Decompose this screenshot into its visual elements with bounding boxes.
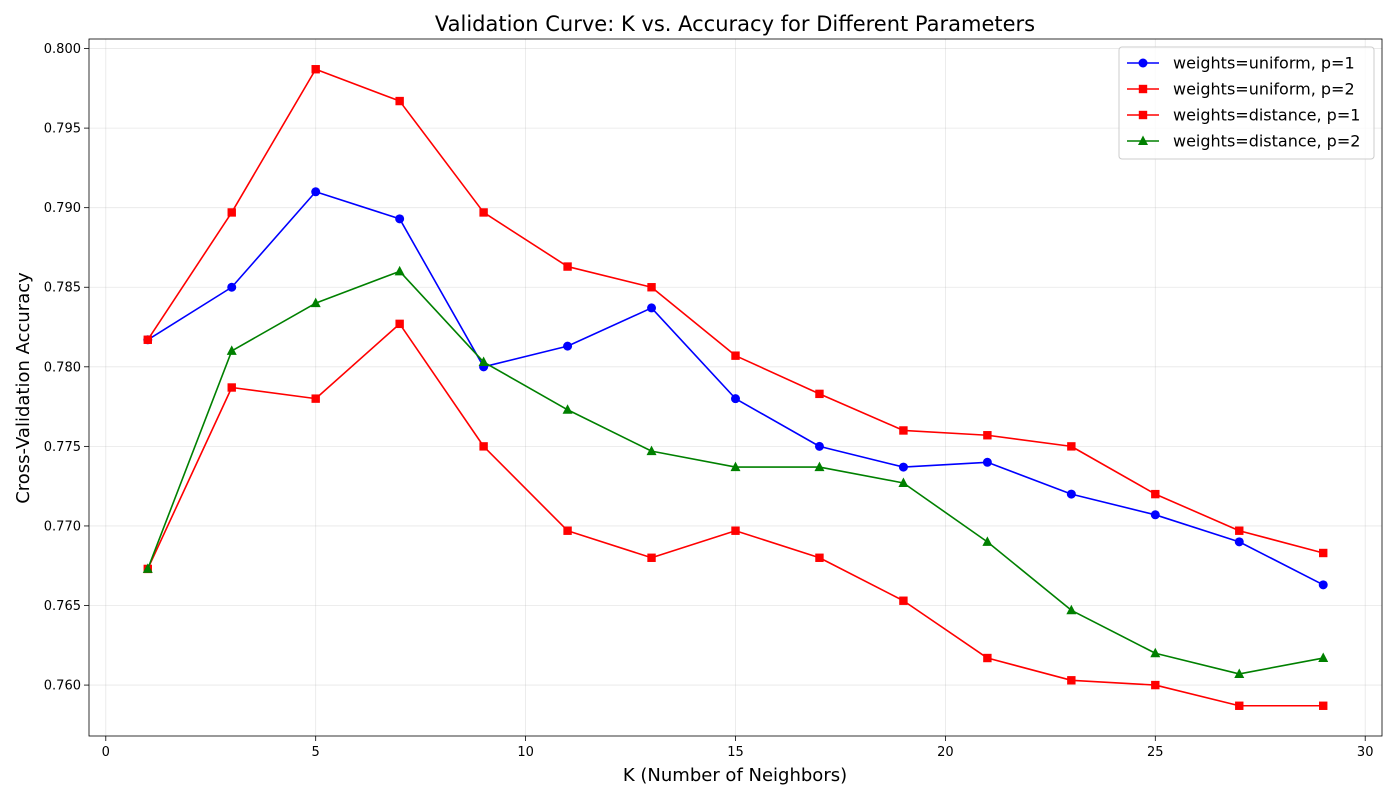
data-point xyxy=(478,356,489,367)
series-4 xyxy=(142,265,1329,678)
x-axis-title: K (Number of Neighbors) xyxy=(623,765,847,786)
data-point xyxy=(143,335,152,344)
data-point xyxy=(1234,668,1245,678)
data-point xyxy=(142,563,153,573)
data-point xyxy=(395,319,404,329)
x-tick-label: 5 xyxy=(312,745,320,760)
data-point xyxy=(982,536,993,546)
legend: weights=uniform, p=1 weights=uniform, p=2… xyxy=(1118,46,1375,160)
series-3 xyxy=(143,319,1328,710)
chart-title: Validation Curve: K vs. Accuracy for Dif… xyxy=(435,12,1035,36)
data-point xyxy=(898,477,909,487)
data-point xyxy=(815,389,824,399)
y-tick-label: 0.770 xyxy=(44,519,81,534)
y-tick-label: 0.765 xyxy=(44,599,81,614)
series-2 xyxy=(143,65,1328,558)
data-point xyxy=(646,445,657,456)
legend-item: weights=uniform, p=1 xyxy=(1127,54,1355,73)
x-tick-label: 30 xyxy=(1357,745,1374,760)
x-tick-label: 25 xyxy=(1147,745,1164,760)
data-point xyxy=(814,461,825,472)
data-point xyxy=(479,208,488,217)
legend-label: weights=uniform, p=2 xyxy=(1173,80,1355,99)
data-point xyxy=(815,553,824,562)
data-point xyxy=(562,404,573,414)
data-point xyxy=(226,345,237,355)
data-point xyxy=(647,303,657,313)
data-point xyxy=(731,394,740,404)
y-tick-label: 0.785 xyxy=(44,281,81,296)
data-point xyxy=(311,187,321,197)
data-point xyxy=(563,341,573,351)
data-point xyxy=(730,461,741,472)
data-point xyxy=(814,441,824,451)
data-point xyxy=(731,351,740,360)
data-point xyxy=(983,653,992,663)
data-point xyxy=(1066,604,1077,615)
data-point xyxy=(1234,537,1244,547)
data-point xyxy=(311,394,320,403)
data-point xyxy=(311,65,320,74)
data-point xyxy=(394,265,405,276)
x-tick-label: 20 xyxy=(937,745,954,760)
legend-item: weights=uniform, p=2 xyxy=(1127,80,1355,99)
data-point xyxy=(982,457,992,467)
x-tick-label: 15 xyxy=(727,745,744,760)
legend-marker xyxy=(1138,135,1148,145)
series-1 xyxy=(143,187,1328,590)
y-tick-label: 0.780 xyxy=(44,360,81,375)
data-point xyxy=(731,526,740,535)
y-tick-label: 0.795 xyxy=(44,122,81,137)
data-point xyxy=(899,596,908,605)
x-axis: 0 5 10 15 20 25 30 xyxy=(102,736,1374,760)
y-tick-label: 0.800 xyxy=(44,42,81,57)
legend-label: weights=distance, p=1 xyxy=(1173,106,1360,125)
series-layer xyxy=(142,65,1329,710)
data-point xyxy=(898,462,908,472)
x-tick-label: 0 xyxy=(102,745,110,760)
data-point xyxy=(563,526,572,535)
data-point xyxy=(899,426,908,435)
data-point xyxy=(227,208,236,217)
data-point xyxy=(647,283,656,292)
data-point xyxy=(1150,647,1161,658)
legend-marker xyxy=(1138,58,1148,68)
data-point xyxy=(1151,680,1160,690)
data-point xyxy=(1235,526,1244,535)
legend-item: weights=distance, p=1 xyxy=(1127,106,1360,125)
data-point xyxy=(1318,580,1328,590)
data-point xyxy=(563,262,572,271)
data-point xyxy=(1151,489,1160,499)
data-point xyxy=(647,553,656,562)
y-tick-label: 0.760 xyxy=(44,679,81,694)
data-point xyxy=(1318,652,1329,663)
y-tick-label: 0.790 xyxy=(44,201,81,216)
data-point xyxy=(395,96,404,106)
data-point xyxy=(1066,489,1076,499)
data-point xyxy=(983,431,992,440)
x-tick-label: 10 xyxy=(517,745,534,760)
data-point xyxy=(1067,442,1076,451)
data-point xyxy=(1150,510,1160,520)
y-axis-title: Cross-Validation Accuracy xyxy=(13,272,34,504)
data-point xyxy=(310,297,321,308)
data-point xyxy=(1319,548,1328,558)
data-point xyxy=(227,282,237,292)
legend-marker xyxy=(1138,110,1148,120)
legend-label: weights=distance, p=2 xyxy=(1173,132,1360,151)
data-point xyxy=(1235,701,1244,710)
data-point xyxy=(395,214,405,224)
data-point xyxy=(227,383,236,392)
y-axis: 0.760 0.765 0.770 0.775 0.780 0.785 0.790 0.795… xyxy=(44,42,89,694)
y-tick-label: 0.775 xyxy=(44,440,81,455)
data-point xyxy=(1319,701,1328,710)
legend-box xyxy=(1118,46,1375,160)
legend-label: weights=uniform, p=1 xyxy=(1173,54,1355,73)
data-point xyxy=(479,442,488,451)
legend-item: weights=distance, p=2 xyxy=(1127,132,1360,151)
legend-marker xyxy=(1138,84,1148,94)
data-point xyxy=(1067,676,1076,685)
